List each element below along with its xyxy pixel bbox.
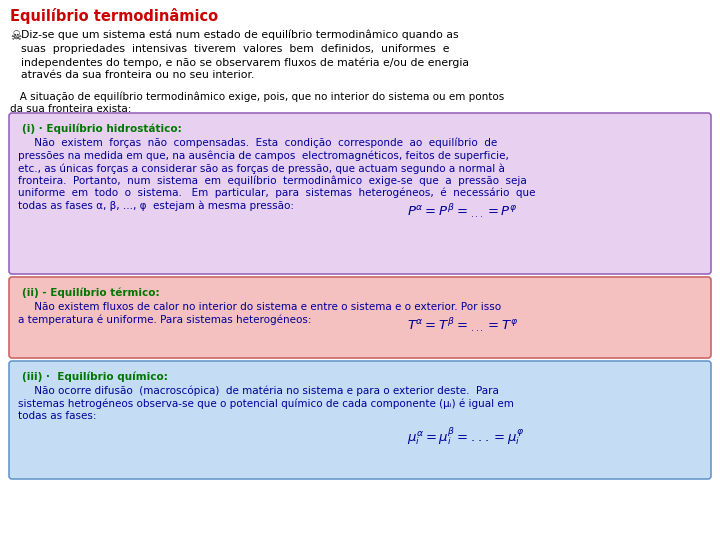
Text: Não ocorre difusão  (macroscópica)  de matéria no sistema e para o exterior dest: Não ocorre difusão (macroscópica) de mat… [18,386,499,396]
Text: suas  propriedades  intensivas  tiverem  valores  bem  definidos,  uniformes  e: suas propriedades intensivas tiverem val… [21,44,449,53]
Text: Diz-se que um sistema está num estado de equilíbrio termodinâmico quando as: Diz-se que um sistema está num estado de… [21,30,459,40]
Text: pressões na medida em que, na ausência de campos  electromagnéticos, feitos de s: pressões na medida em que, na ausência d… [18,151,509,161]
Text: Não  existem  forças  não  compensadas.  Esta  condição  corresponde  ao  equilí: Não existem forças não compensadas. Esta… [18,138,498,149]
Text: uniforme  em  todo  o  sistema.   Em  particular,  para  sistemas  heterogéneos,: uniforme em todo o sistema. Em particula… [18,188,536,199]
Text: independentes do tempo, e não se observarem fluxos de matéria e/ou de energia: independentes do tempo, e não se observa… [21,57,469,68]
FancyBboxPatch shape [9,361,711,479]
Text: da sua fronteira exista:: da sua fronteira exista: [10,104,131,114]
Text: etc., as únicas forças a considerar são as forças de pressão, que actuam segundo: etc., as únicas forças a considerar são … [18,163,505,173]
Text: sistemas hetrogéneos observa-se que o potencial químico de cada componente (μᵢ) : sistemas hetrogéneos observa-se que o po… [18,399,514,409]
Text: Não existem fluxos de calor no interior do sistema e entre o sistema e o exterio: Não existem fluxos de calor no interior … [18,302,501,312]
Text: Equilíbrio termodinâmico: Equilíbrio termodinâmico [10,8,218,24]
Text: $T^{\alpha} = T^{\beta} =_{...}= T^{\varphi}$: $T^{\alpha} = T^{\beta} =_{...}= T^{\var… [407,316,518,334]
Text: fronteira.  Portanto,  num  sistema  em  equilíbrio  termodinâmico  exige-se  qu: fronteira. Portanto, num sistema em equi… [18,176,527,186]
Text: a temperatura é uniforme. Para sistemas heterogéneos:: a temperatura é uniforme. Para sistemas … [18,314,312,325]
FancyBboxPatch shape [9,113,711,274]
Text: $\mu_i^{\alpha} = \mu_i^{\beta} =...= \mu_i^{\varphi}$: $\mu_i^{\alpha} = \mu_i^{\beta} =...= \m… [407,425,524,447]
Text: A situação de equilíbrio termodinâmico exige, pois, que no interior do sistema o: A situação de equilíbrio termodinâmico e… [10,92,504,103]
Text: $P^{\alpha} = P^{\beta} =_{...}= P^{\varphi}$: $P^{\alpha} = P^{\beta} =_{...}= P^{\var… [407,202,518,220]
FancyBboxPatch shape [9,277,711,358]
Text: através da sua fronteira ou no seu interior.: através da sua fronteira ou no seu inter… [21,71,254,80]
Text: todas as fases α, β, ..., φ  estejam à mesma pressão:: todas as fases α, β, ..., φ estejam à me… [18,200,294,211]
Text: (ii) - Equilíbrio térmico:: (ii) - Equilíbrio térmico: [22,288,160,299]
Text: (i) · Equilíbrio hidrostático:: (i) · Equilíbrio hidrostático: [22,124,181,134]
Text: todas as fases:: todas as fases: [18,411,96,421]
Text: ☠: ☠ [10,30,22,43]
Text: (iii) ·  Equilíbrio químico:: (iii) · Equilíbrio químico: [22,372,168,382]
